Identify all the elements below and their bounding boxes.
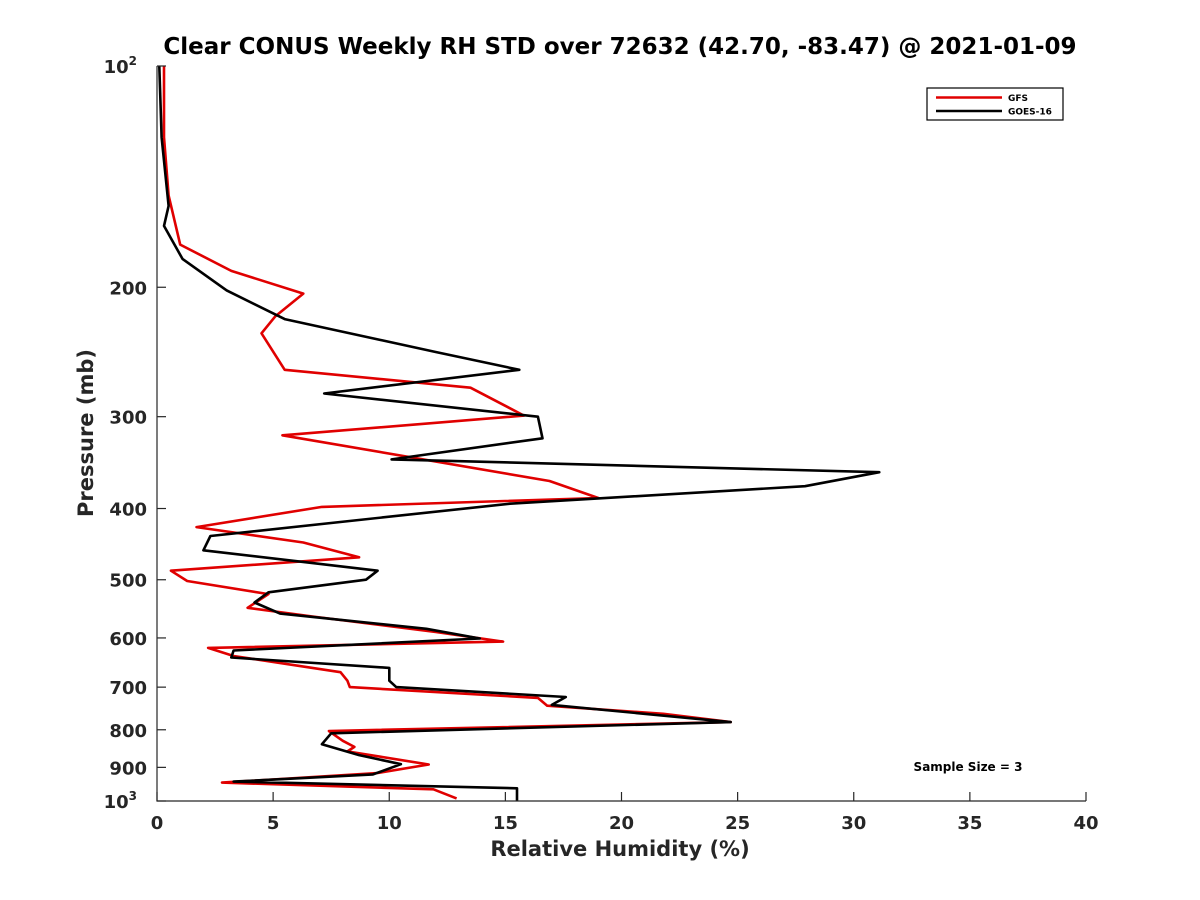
y-tick-label: 102 — [104, 54, 137, 78]
x-axis: 0 5 10 15 20 25 30 35 40 — [151, 792, 1099, 834]
x-axis-label: Relative Humidity (%) — [490, 837, 749, 861]
legend-label-goes16: GOES-16 — [1008, 108, 1052, 118]
x-tick-label: 5 — [267, 813, 280, 834]
series-line-gfs — [164, 66, 731, 798]
x-tick-label: 20 — [609, 813, 634, 834]
y-tick-label: 400 — [109, 500, 147, 521]
series-line-goes16 — [159, 66, 879, 801]
y-tick-label: 200 — [109, 278, 147, 299]
legend: GFS GOES-16 — [927, 88, 1063, 120]
series-layer — [159, 66, 879, 801]
y-tick-label: 103 — [104, 789, 137, 813]
y-tick-label: 700 — [109, 678, 147, 699]
y-tick-label: 800 — [109, 721, 147, 742]
rh-std-chart: Clear CONUS Weekly RH STD over 72632 (42… — [0, 0, 1200, 900]
chart-title: Clear CONUS Weekly RH STD over 72632 (42… — [163, 34, 1076, 60]
x-tick-label: 40 — [1073, 813, 1098, 834]
x-tick-label: 25 — [725, 813, 750, 834]
y-tick-label: 900 — [109, 758, 147, 779]
x-tick-label: 0 — [151, 813, 164, 834]
x-tick-label: 30 — [841, 813, 866, 834]
x-tick-label: 15 — [493, 813, 518, 834]
sample-size-annotation: Sample Size = 3 — [914, 760, 1023, 774]
y-tick-label: 500 — [109, 571, 147, 592]
y-tick-label: 600 — [109, 629, 147, 650]
y-axis-label: Pressure (mb) — [74, 349, 98, 517]
x-tick-label: 35 — [957, 813, 982, 834]
x-tick-label: 10 — [377, 813, 402, 834]
legend-label-gfs: GFS — [1008, 94, 1028, 104]
y-tick-label: 300 — [109, 408, 147, 429]
